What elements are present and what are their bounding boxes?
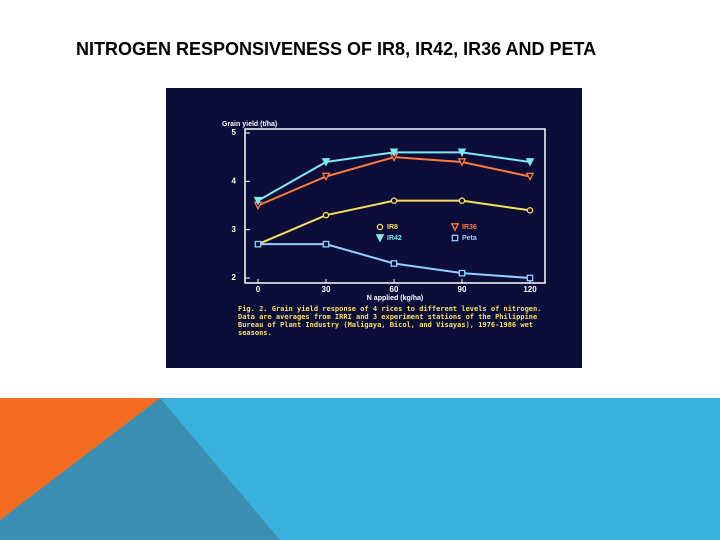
legend-label: IR42 — [387, 235, 402, 242]
data-point — [321, 158, 331, 167]
data-point — [458, 197, 466, 204]
slide-title: NITROGEN RESPONSIVENESS OF IR8, IR42, IR… — [76, 39, 596, 59]
legend-marker — [376, 223, 384, 231]
legend-label: Peta — [462, 235, 477, 242]
legend-label: IR8 — [387, 224, 398, 231]
footer-orange-triangle — [0, 398, 160, 520]
data-point — [390, 197, 398, 204]
footer-dark-triangle — [0, 398, 280, 540]
y-tick-label: 4 — [232, 176, 237, 185]
y-axis-label: Grain yield (t/ha) — [222, 121, 277, 128]
x-tick-label: 120 — [523, 285, 537, 294]
data-point — [457, 148, 467, 157]
data-point — [322, 240, 330, 248]
plot-frame — [244, 128, 546, 284]
figure-caption: Fig. 2. Grain yield response of 4 rices … — [238, 305, 542, 337]
data-point — [321, 172, 331, 182]
y-tick-label: 2 — [232, 273, 237, 282]
x-tick-label: 30 — [322, 285, 331, 294]
y-tick-label: 5 — [232, 128, 237, 137]
data-point — [253, 196, 263, 206]
x-tick-label: 60 — [390, 285, 399, 294]
legend-marker — [450, 223, 460, 232]
data-point — [525, 172, 535, 182]
x-tick-label: 0 — [256, 285, 261, 294]
photo-background — [166, 88, 582, 368]
data-point — [526, 274, 534, 282]
data-point — [458, 269, 466, 277]
data-point — [322, 211, 330, 219]
legend-marker — [375, 234, 385, 243]
data-point — [457, 158, 467, 167]
y-tick-label: 3 — [232, 225, 237, 234]
legend-marker — [451, 234, 459, 242]
x-tick-label: 90 — [458, 285, 467, 294]
data-point — [254, 240, 262, 248]
data-point — [525, 158, 535, 167]
data-point — [389, 148, 399, 157]
legend-label: IR36 — [462, 224, 477, 231]
data-point — [526, 207, 534, 214]
data-point — [390, 260, 398, 267]
x-axis-label: N applied (kg/ha) — [367, 295, 423, 302]
